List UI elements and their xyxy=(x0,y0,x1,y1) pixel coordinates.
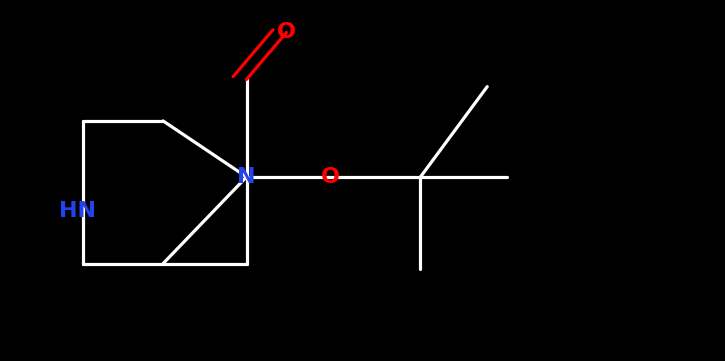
Text: HN: HN xyxy=(59,201,96,221)
Text: O: O xyxy=(320,167,339,187)
Text: N: N xyxy=(237,167,256,187)
Text: O: O xyxy=(277,22,296,43)
